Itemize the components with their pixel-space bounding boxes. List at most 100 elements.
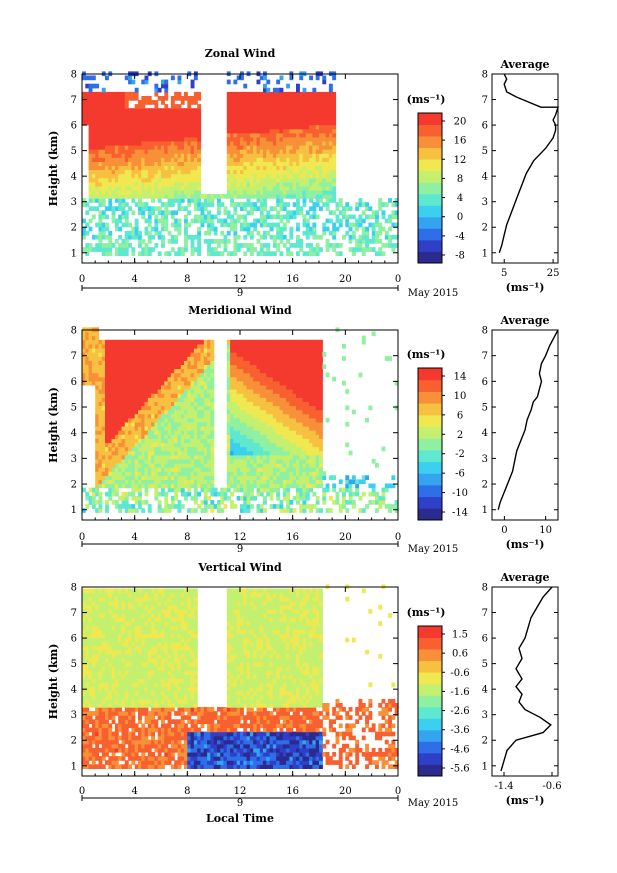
heatmap-cell — [167, 442, 172, 448]
heatmap-cell — [230, 430, 234, 435]
heatmap-cell — [85, 112, 90, 117]
heatmap-cell — [230, 190, 234, 195]
heatmap-cell — [190, 190, 195, 195]
heatmap-cell — [286, 504, 290, 509]
heatmap-cell — [256, 116, 261, 122]
heatmap-cell — [230, 467, 234, 472]
heatmap-cell — [101, 409, 106, 415]
heatmap-cell — [256, 79, 261, 85]
heatmap-cell — [85, 491, 90, 497]
heatmap-cell — [114, 454, 119, 460]
heatmap-cell — [167, 116, 172, 122]
heatmap-cell — [134, 181, 139, 187]
heatmap-cell — [319, 132, 323, 138]
heatmap-cell — [101, 157, 106, 162]
heatmap-cell — [259, 442, 264, 448]
heatmap-cell — [240, 75, 244, 81]
heatmap-cell — [95, 409, 100, 415]
heatmap-cell — [249, 343, 254, 349]
heatmap-cell — [236, 405, 241, 411]
heatmap-cell — [263, 243, 267, 248]
heatmap-cell — [157, 393, 162, 398]
heatmap-cell — [375, 218, 379, 224]
heatmap-cell — [105, 153, 109, 158]
heatmap-cell — [272, 364, 277, 370]
heatmap-cell — [279, 206, 284, 211]
heatmap-cell — [161, 442, 165, 448]
heatmap-cell — [325, 108, 330, 113]
heatmap-cell — [302, 169, 307, 175]
heatmap-cell — [286, 112, 290, 117]
heatmap-cell — [85, 243, 90, 248]
heatmap-cell — [121, 463, 126, 468]
heatmap-cell — [170, 157, 175, 162]
heatmap-cell — [207, 434, 211, 439]
heatmap-cell — [170, 426, 175, 431]
heatmap-cell — [161, 487, 165, 493]
heatmap-cell — [177, 75, 182, 81]
heatmap-cell — [174, 339, 179, 345]
heatmap-cell — [141, 405, 146, 411]
heatmap-cell — [82, 376, 86, 382]
heatmap-cell — [128, 376, 132, 382]
heatmap-cell — [266, 222, 271, 228]
heatmap-cell — [170, 487, 175, 493]
heatmap-cell — [328, 104, 333, 109]
heatmap-cell — [184, 173, 188, 179]
heatmap-cell — [282, 450, 287, 456]
heatmap-cell — [180, 124, 185, 130]
heatmap-cell — [240, 405, 244, 411]
heatmap-cell — [351, 247, 356, 252]
heatmap-cell — [114, 467, 119, 472]
heatmap-cell — [312, 128, 317, 134]
heatmap-cell — [249, 128, 254, 134]
heatmap-cell — [157, 372, 162, 378]
heatmap-cell — [207, 251, 211, 256]
heatmap-cell — [85, 331, 90, 337]
heatmap-cell — [269, 104, 274, 109]
heatmap-cell — [134, 149, 139, 154]
heatmap-cell — [174, 136, 179, 142]
heatmap-cell — [207, 458, 211, 464]
heatmap-cell — [253, 169, 258, 175]
heatmap-cell — [121, 479, 126, 485]
heatmap-cell — [233, 185, 238, 191]
heatmap-cell — [240, 108, 244, 113]
heatmap-cell — [134, 132, 139, 138]
heatmap-cell — [128, 140, 132, 146]
heatmap-cell — [170, 352, 175, 357]
heatmap-cell — [101, 247, 106, 252]
heatmap-cell — [263, 339, 267, 345]
heatmap-cell — [108, 239, 113, 244]
heatmap-cell — [240, 421, 244, 427]
heatmap-cell — [233, 108, 238, 113]
heatmap-cell — [161, 112, 165, 117]
heatmap-cell — [207, 442, 211, 448]
heatmap-cell — [276, 454, 281, 460]
heatmap-cell — [114, 372, 119, 378]
heatmap-cell — [253, 483, 258, 489]
heatmap-cell — [138, 124, 142, 130]
heatmap-cell — [279, 479, 284, 485]
heatmap-cell — [105, 234, 109, 240]
heatmap-cell — [147, 479, 152, 485]
heatmap-cell — [207, 222, 211, 228]
heatmap-cell — [233, 446, 238, 452]
heatmap-cell — [312, 157, 317, 162]
heatmap-cell — [134, 393, 139, 398]
heatmap-cell — [243, 177, 248, 183]
heatmap-cell — [147, 206, 152, 211]
heatmap-cell — [108, 417, 113, 423]
heatmap-cell — [282, 165, 287, 171]
heatmap-cell — [134, 434, 139, 439]
heatmap-cell — [95, 434, 100, 439]
heatmap-cell — [233, 504, 238, 509]
heatmap-cell — [269, 384, 274, 390]
heatmap-cell — [164, 145, 169, 150]
heatmap-cell — [124, 108, 129, 113]
heatmap-cell — [121, 214, 126, 220]
heatmap-cell — [226, 230, 231, 236]
heatmap-cell — [276, 194, 281, 199]
heatmap-cell — [144, 339, 149, 345]
heatmap-cell — [263, 214, 267, 220]
